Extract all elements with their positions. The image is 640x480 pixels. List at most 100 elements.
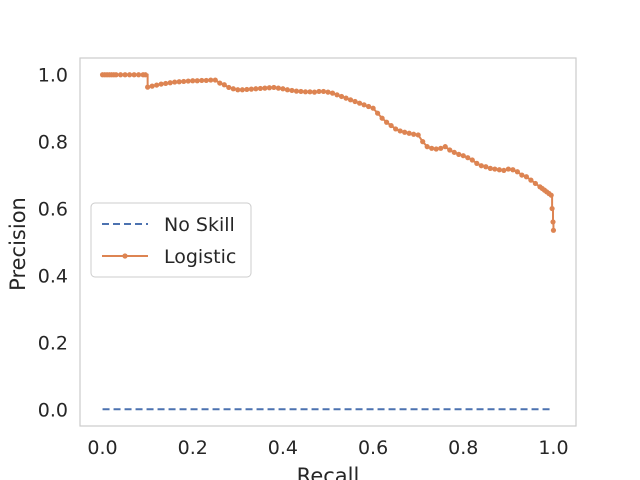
logistic-point	[550, 227, 557, 233]
logistic-point	[307, 89, 313, 95]
logistic-point	[271, 84, 277, 91]
logistic-point	[474, 160, 480, 166]
logistic-point	[492, 166, 498, 172]
logistic-point	[194, 78, 200, 84]
logistic-point	[549, 205, 555, 212]
logistic-point	[388, 122, 394, 129]
logistic-point	[338, 93, 345, 100]
logistic-point	[411, 131, 417, 137]
y-tick-label: 0.6	[38, 199, 68, 221]
logistic-point	[142, 72, 148, 78]
logistic-point	[523, 174, 530, 180]
logistic-point	[393, 126, 399, 132]
logistic-point	[122, 72, 128, 78]
logistic-point	[406, 130, 412, 136]
logistic-point	[190, 78, 196, 84]
logistic-point	[469, 157, 475, 163]
logistic-point	[501, 167, 507, 174]
logistic-point	[532, 180, 539, 187]
legend-logistic-dot	[122, 253, 128, 259]
logistic-point	[451, 149, 457, 155]
logistic-point	[356, 100, 363, 106]
y-tick-label: 0.8	[38, 132, 68, 154]
y-axis-label: Precision	[6, 197, 30, 291]
logistic-point	[487, 165, 493, 171]
logistic-point	[280, 86, 286, 92]
logistic-point	[442, 144, 448, 150]
logistic-point	[370, 105, 376, 111]
logistic-point	[329, 90, 336, 96]
logistic-point	[365, 103, 372, 110]
legend-box	[90, 202, 252, 278]
x-axis-label: Recall	[297, 464, 360, 480]
logistic-point	[343, 95, 349, 101]
x-tick-label: 1.0	[538, 437, 568, 459]
logistic-point	[298, 88, 304, 95]
logistic-point	[208, 77, 214, 83]
logistic-point	[117, 72, 124, 78]
y-tick-label: 0.4	[38, 265, 68, 287]
logistic-point	[203, 77, 209, 84]
logistic-point	[483, 164, 489, 170]
logistic-point	[293, 88, 300, 94]
logistic-point	[212, 77, 218, 83]
logistic-point	[257, 85, 263, 92]
y-tick-label: 0.2	[38, 332, 68, 354]
logistic-point	[167, 80, 173, 86]
logistic-point	[145, 84, 151, 90]
logistic-point	[226, 84, 232, 91]
logistic-point	[496, 167, 502, 173]
logistic-point	[163, 80, 169, 87]
logistic-point	[136, 72, 142, 78]
logistic-point	[262, 85, 268, 91]
logistic-point	[185, 78, 191, 84]
x-tick-label: 0.4	[268, 437, 298, 459]
logistic-point	[433, 146, 439, 152]
logistic-point	[158, 81, 164, 87]
series-layer	[99, 72, 557, 411]
logistic-point	[235, 87, 241, 93]
logistic-point	[302, 89, 309, 95]
logistic-point	[375, 110, 381, 116]
logistic-point	[460, 153, 466, 159]
logistic-point	[199, 77, 205, 84]
logistic-point	[127, 72, 133, 78]
logistic-point	[397, 128, 403, 134]
logistic-point	[221, 82, 227, 88]
logistic-point	[384, 119, 390, 125]
y-tick-label: 1.0	[38, 65, 68, 87]
x-tick-label: 0.6	[358, 437, 388, 459]
logistic-point	[456, 151, 462, 157]
logistic-point	[519, 172, 525, 178]
legend: No Skill Logistic	[90, 202, 252, 278]
logistic-point	[528, 177, 534, 183]
logistic-point	[275, 85, 281, 91]
x-tick-labels: 0.0 0.2 0.4 0.6 0.8 1.0	[87, 437, 568, 459]
logistic-point	[478, 163, 484, 169]
logistic-point	[334, 92, 340, 98]
logistic-point	[424, 144, 430, 150]
logistic-point	[420, 139, 426, 145]
x-tick-label: 0.0	[87, 437, 117, 459]
logistic-point	[181, 78, 187, 85]
logistic-point	[284, 87, 291, 93]
plot-frame	[79, 57, 577, 427]
logistic-point	[465, 155, 471, 161]
logistic-point	[550, 219, 556, 225]
logistic-point	[131, 72, 137, 78]
logistic-point	[379, 115, 385, 121]
logistic-point	[176, 79, 182, 85]
logistic-point	[510, 167, 516, 173]
logistic-point	[361, 102, 367, 108]
logistic-point	[149, 83, 155, 89]
logistic-point	[438, 145, 444, 151]
logistic-point	[230, 86, 236, 92]
legend-logistic-label: Logistic	[164, 246, 236, 268]
logistic-point	[248, 86, 254, 92]
y-tick-label: 0.0	[38, 399, 68, 421]
logistic-point	[244, 86, 250, 93]
logistic-point	[415, 132, 421, 138]
logistic-point	[347, 97, 354, 103]
logistic-point	[253, 86, 259, 92]
